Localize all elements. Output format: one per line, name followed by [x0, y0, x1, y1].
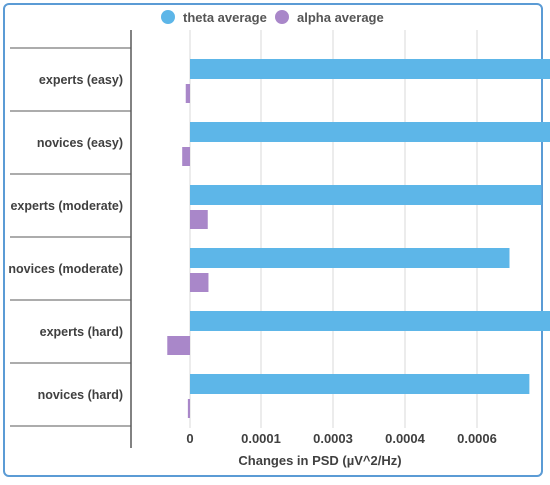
category-label: experts (easy): [39, 73, 123, 87]
legend-swatch-alpha: [275, 10, 289, 24]
x-axis-title: Changes in PSD (µV^2/Hz): [238, 453, 401, 468]
bar-theta: [190, 311, 550, 331]
bar-theta: [190, 185, 542, 205]
x-tick-label: 0: [186, 431, 193, 446]
x-tick-label: 0.0001: [241, 431, 281, 446]
category-label: experts (moderate): [10, 199, 123, 213]
bar-alpha: [187, 399, 190, 418]
x-tick-labels: 0 0.0001 0.0003 0.0004 0.0006: [186, 431, 497, 446]
bar-theta: [190, 248, 510, 268]
legend-swatch-theta: [161, 10, 175, 24]
bar-theta: [190, 122, 550, 142]
bar-alpha: [190, 210, 208, 229]
bar-alpha: [182, 147, 190, 166]
bar-theta: [190, 374, 530, 394]
x-tick-label: 0.0004: [385, 431, 426, 446]
chart-frame: [3, 3, 543, 477]
bar-theta: [190, 59, 550, 79]
legend-label-alpha: alpha average: [297, 10, 384, 25]
legend: theta average alpha average: [161, 10, 384, 25]
category-label: novices (easy): [37, 136, 123, 150]
grid-lines: [189, 30, 478, 428]
category-label: experts (hard): [40, 325, 123, 339]
category-labels: experts (easy) novices (easy) experts (mod…: [8, 73, 123, 402]
legend-label-theta: theta average: [183, 10, 267, 25]
bar-alpha: [190, 273, 209, 292]
bars: [167, 59, 550, 418]
category-label: novices (hard): [38, 388, 123, 402]
category-dividers: [10, 30, 132, 448]
category-label: novices (moderate): [8, 262, 123, 276]
bar-alpha: [167, 336, 190, 355]
bar-alpha: [185, 84, 190, 103]
x-tick-label: 0.0006: [457, 431, 497, 446]
x-tick-label: 0.0003: [313, 431, 353, 446]
